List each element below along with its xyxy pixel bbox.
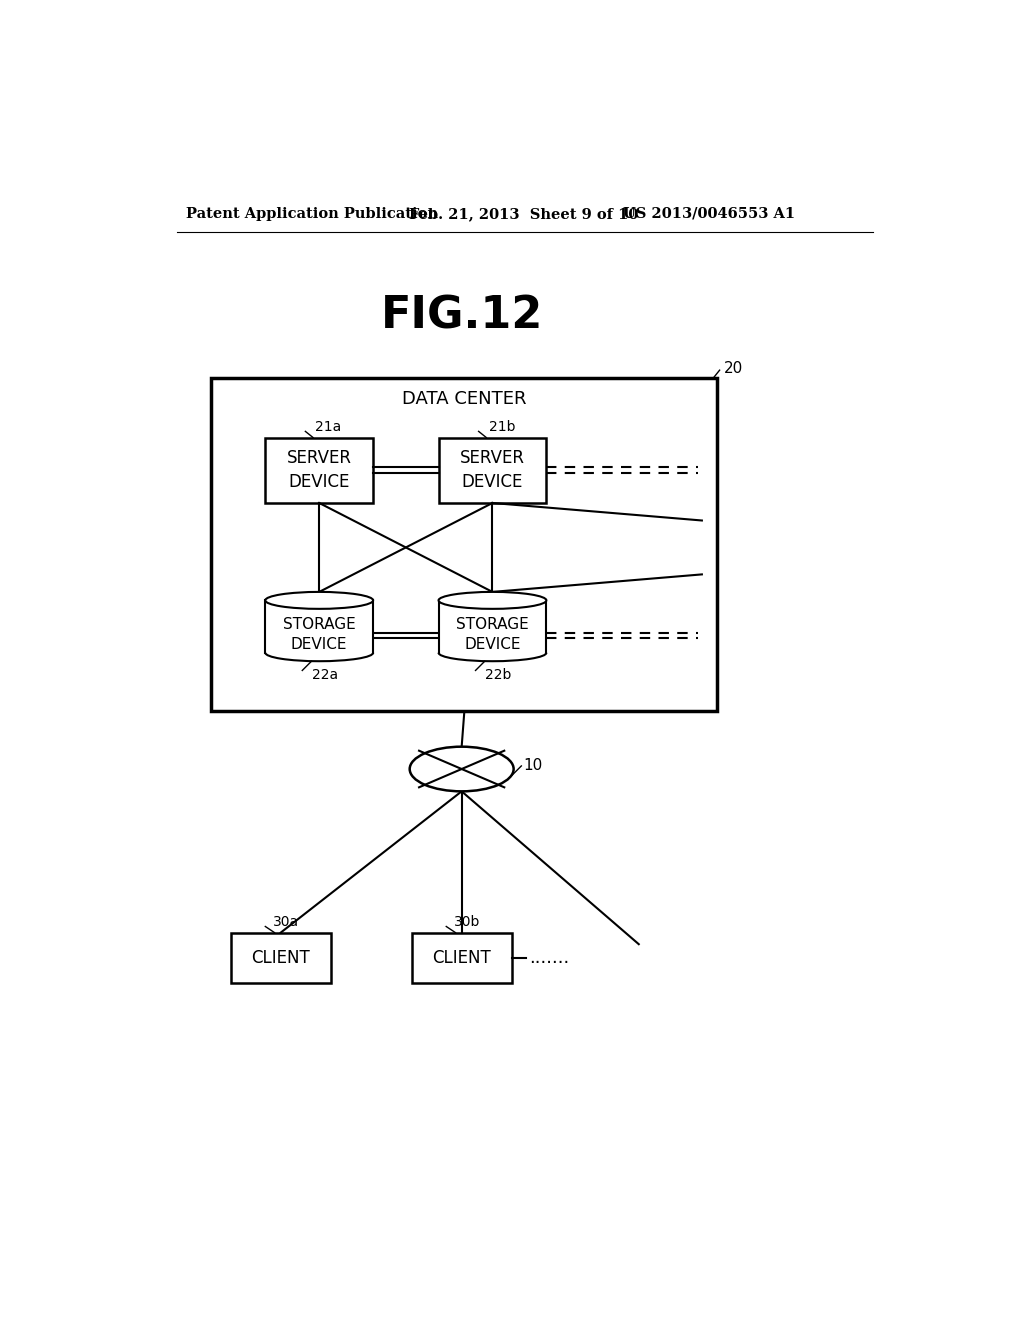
Text: 30b: 30b [454, 915, 480, 929]
Bar [265, 437, 373, 503]
Ellipse shape [265, 591, 373, 609]
Text: CLIENT: CLIENT [432, 949, 492, 966]
Text: 20: 20 [724, 362, 742, 376]
Text: 22a: 22a [311, 668, 338, 682]
Text: DATA CENTER: DATA CENTER [402, 391, 526, 408]
Text: US 2013/0046553 A1: US 2013/0046553 A1 [624, 207, 796, 220]
Text: 21b: 21b [488, 420, 515, 434]
Text: FIG.12: FIG.12 [381, 294, 543, 338]
Text: CLIENT: CLIENT [251, 949, 310, 966]
Bar [412, 933, 512, 982]
Bar [438, 437, 547, 503]
Text: 30a: 30a [273, 915, 299, 929]
Text: STORAGE
DEVICE: STORAGE DEVICE [456, 616, 528, 652]
Text: Patent Application Publication: Patent Application Publication [186, 207, 438, 220]
Text: 10: 10 [523, 758, 542, 772]
Text: STORAGE
DEVICE: STORAGE DEVICE [283, 616, 355, 652]
Text: 21a: 21a [315, 420, 342, 434]
Bar [438, 601, 547, 653]
Text: 22b: 22b [484, 668, 511, 682]
Text: SERVER
DEVICE: SERVER DEVICE [287, 449, 351, 491]
Ellipse shape [438, 591, 547, 609]
Bar [211, 378, 717, 711]
Text: Feb. 21, 2013  Sheet 9 of 10: Feb. 21, 2013 Sheet 9 of 10 [410, 207, 639, 220]
Text: .......: ....... [528, 949, 569, 966]
Text: SERVER
DEVICE: SERVER DEVICE [460, 449, 525, 491]
Bar [265, 601, 373, 653]
Bar [230, 933, 331, 982]
Ellipse shape [410, 747, 514, 792]
